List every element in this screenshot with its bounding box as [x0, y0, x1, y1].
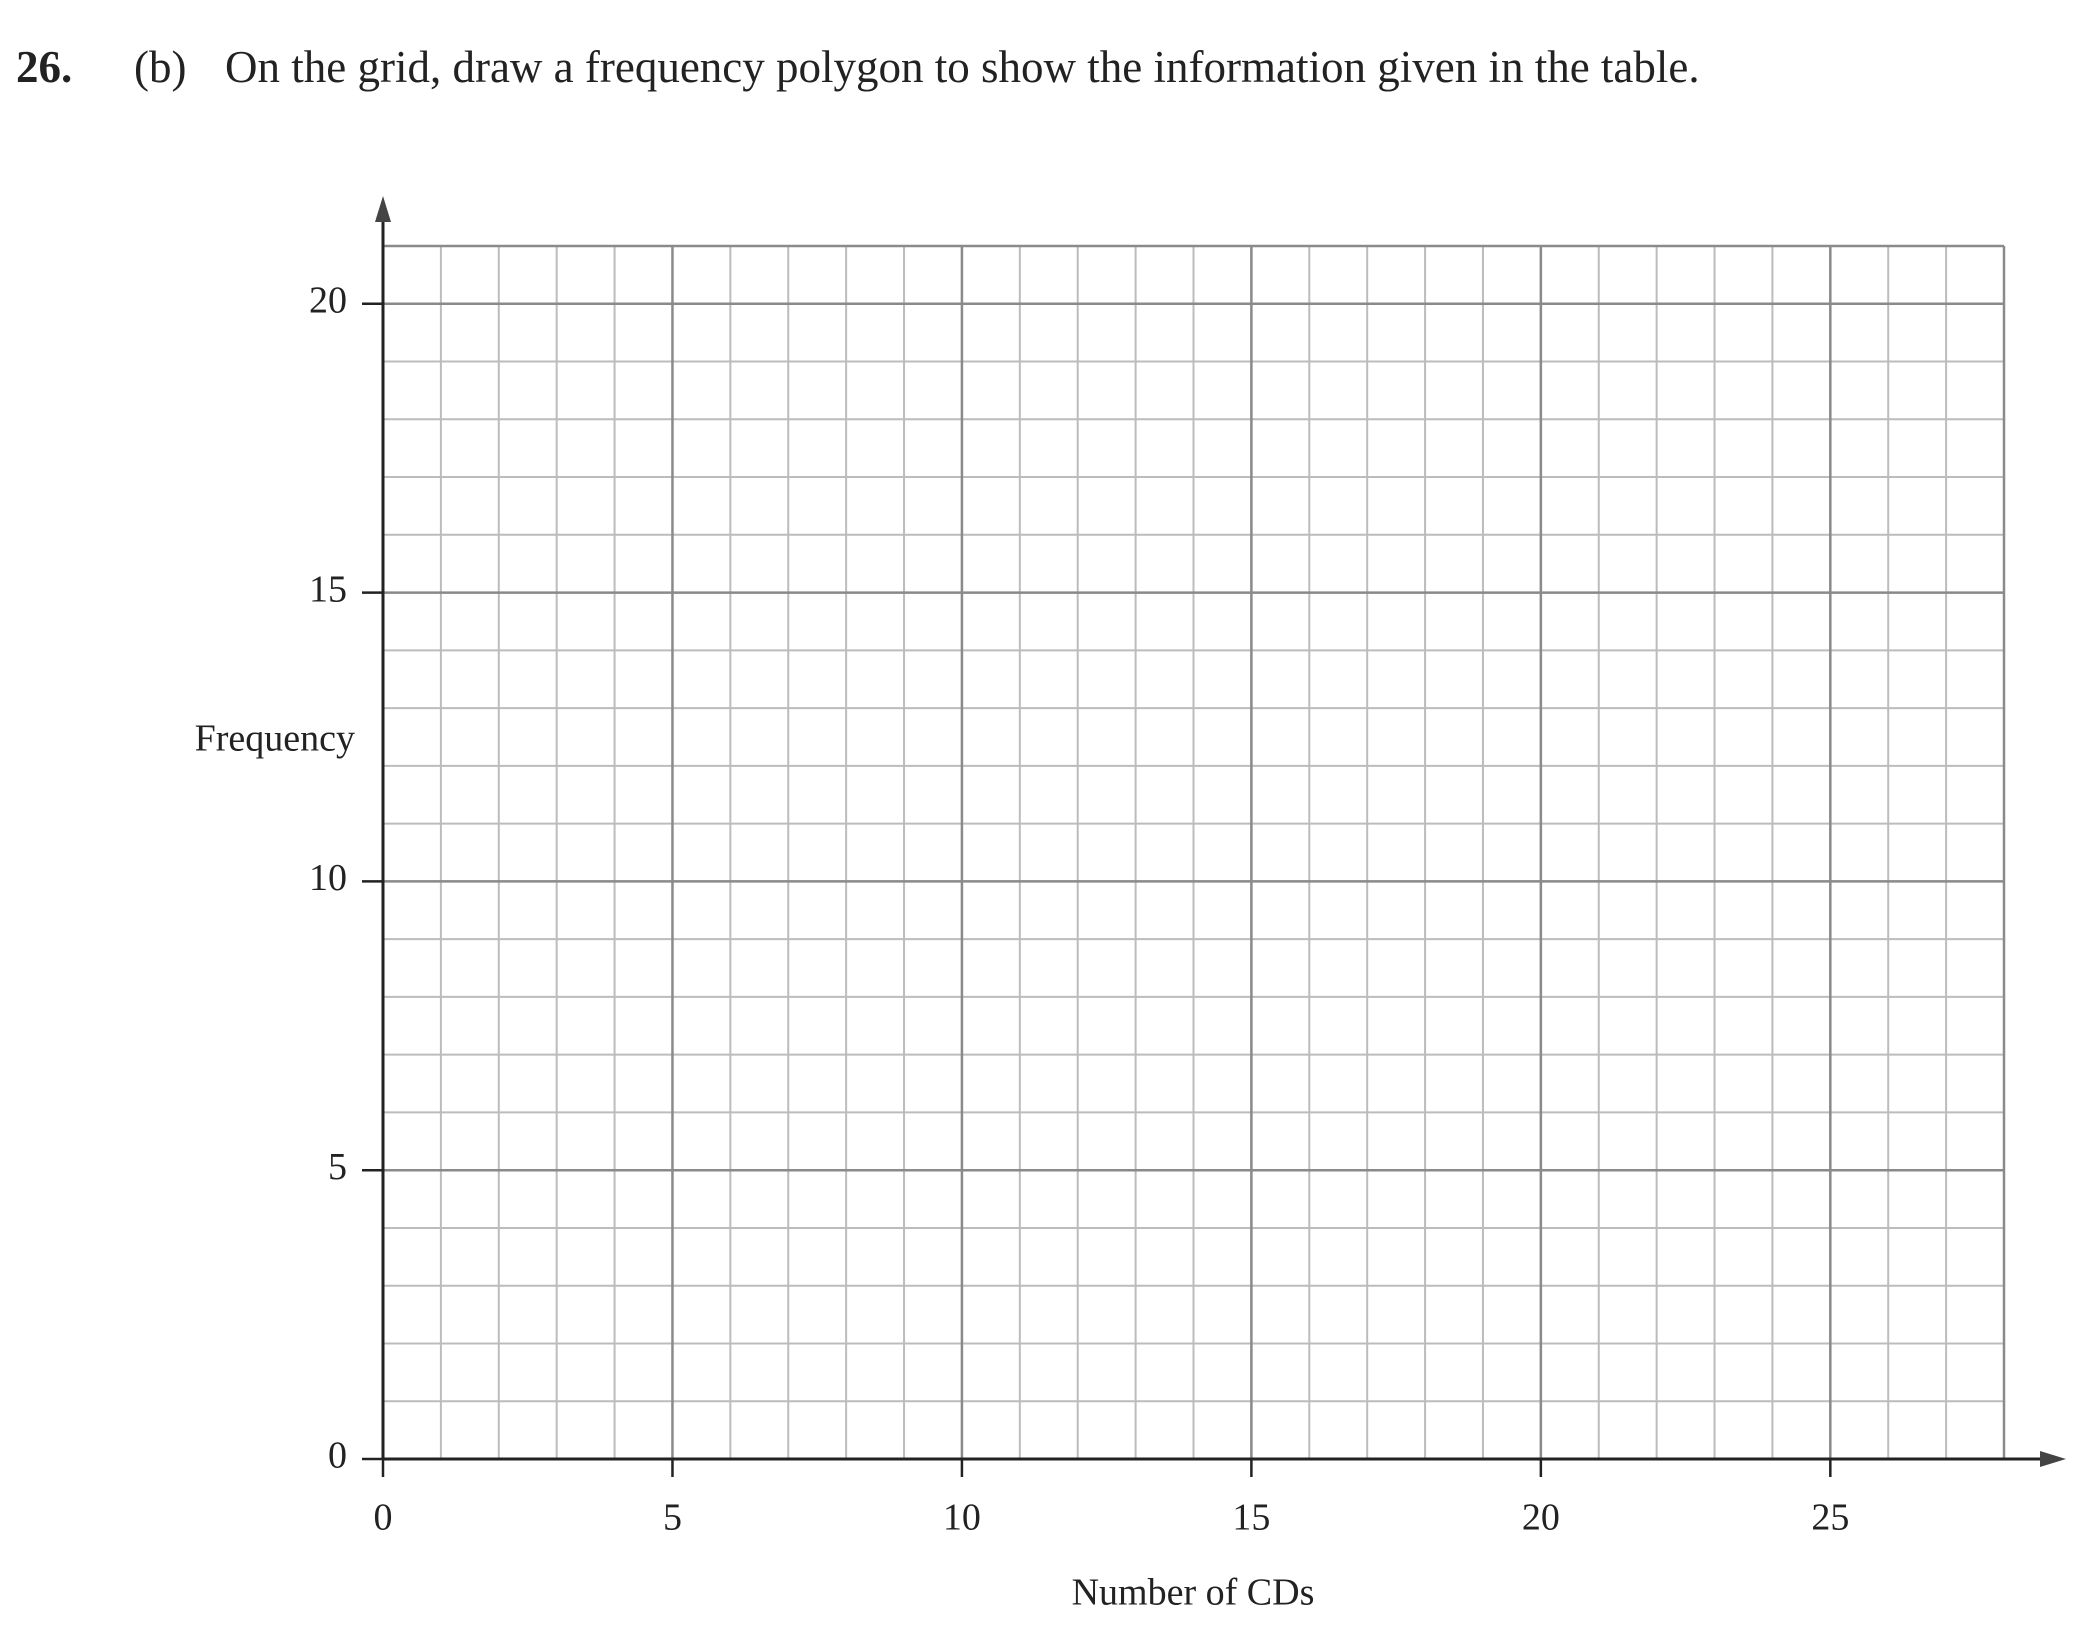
question-text: On the grid, draw a frequency polygon to…	[225, 42, 1700, 92]
x-tick-label: 25	[1811, 1497, 1849, 1539]
y-axis-label: Frequency	[195, 718, 355, 760]
x-tick-label: 10	[943, 1497, 981, 1539]
x-tick-label: 0	[374, 1497, 393, 1539]
x-tick-label: 15	[1232, 1497, 1270, 1539]
x-axis-arrow	[2040, 1451, 2066, 1467]
y-tick-label: 10	[309, 857, 347, 899]
x-tick-label: 5	[663, 1497, 682, 1539]
y-tick-label: 0	[328, 1435, 347, 1477]
x-tick-label: 20	[1522, 1497, 1560, 1539]
question-part: (b)	[134, 42, 186, 92]
question-number: 26.	[16, 42, 72, 92]
y-tick-label: 15	[309, 568, 347, 610]
y-tick-label: 20	[309, 279, 347, 321]
y-tick-label: 5	[328, 1146, 347, 1188]
y-axis-arrow	[375, 196, 391, 222]
x-axis-label: Number of CDs	[1072, 1572, 1315, 1614]
chart: 0 5 10 15 20 25 0 5 10 15 20 Frequency Number of CDs	[195, 196, 2066, 1614]
